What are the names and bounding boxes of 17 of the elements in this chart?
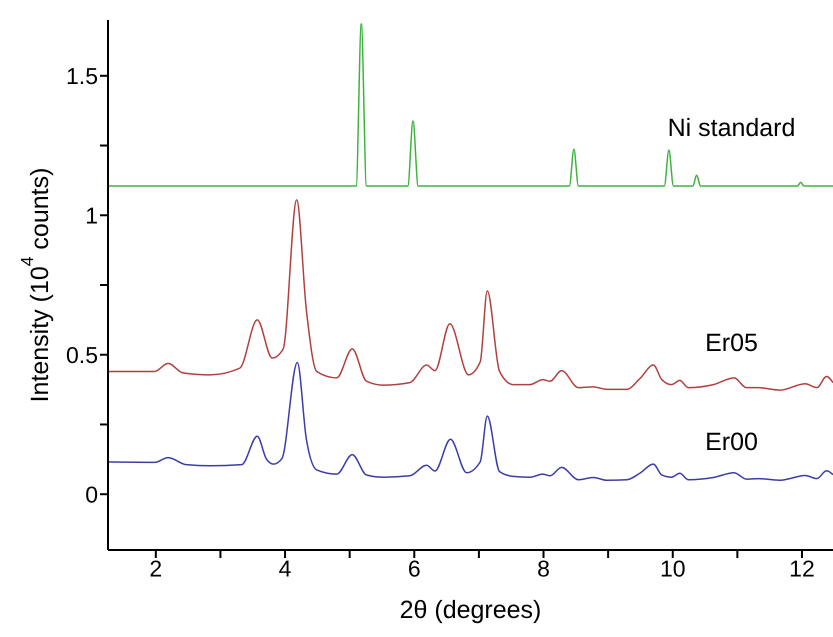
y-tick-label: 0 (85, 481, 98, 508)
y-tick-label: 1 (85, 202, 98, 228)
x-tick-label: 4 (278, 555, 292, 582)
series-label: Er00 (705, 428, 758, 456)
x-axis-title: 2θ (degrees) (400, 596, 542, 624)
line-series (108, 362, 833, 482)
line-series (108, 23, 833, 187)
y-tick-label: 0.5 (66, 342, 98, 368)
x-tick-label: 2 (149, 555, 162, 582)
x-tick-label: 12 (789, 555, 815, 582)
series-label: Ni standard (668, 114, 796, 142)
y-tick-label: 1.5 (66, 62, 98, 89)
x-tick-label: 6 (408, 555, 421, 582)
x-tick-label: 8 (537, 555, 550, 582)
x-tick-label: 10 (660, 555, 686, 582)
series-label: Er05 (705, 329, 758, 358)
line-series (108, 199, 833, 391)
